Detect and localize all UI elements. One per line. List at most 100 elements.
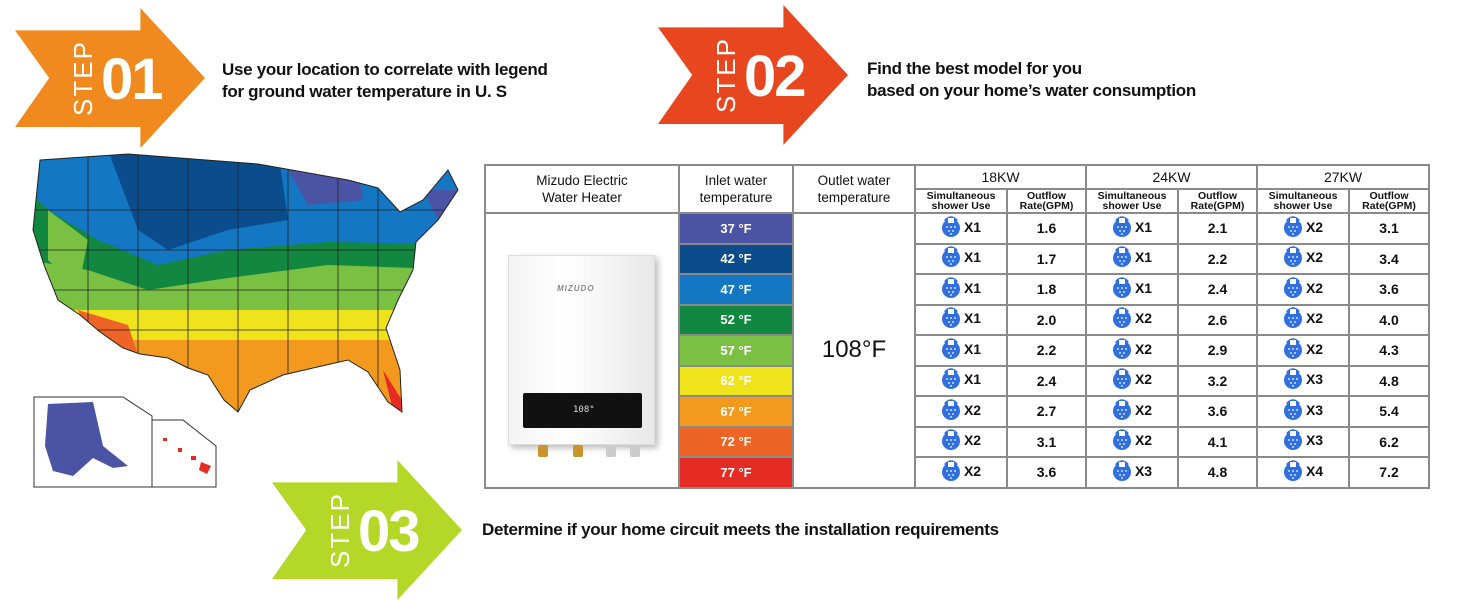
outflow-rate: 2.1 [1177,212,1258,245]
shower-head-icon [941,246,960,268]
shower-count-cell: X2 [1256,334,1350,367]
step-1-text: Use your location to correlate with lege… [222,59,548,103]
shower-head-icon [1112,338,1131,359]
inlet-temp: 47 °F [678,273,794,306]
outflow-rate: 4.8 [1177,456,1258,489]
shower-head-icon [941,429,960,451]
shower-head-icon [1112,216,1131,237]
subheader-rate: Outflow Rate(GPM) [1177,188,1258,214]
inlet-temp: 57 °F [678,334,794,367]
shower-count: X3 [1305,432,1324,449]
subheader-use: Simultaneous shower Use [1085,188,1179,214]
subheader-use: Simultaneous shower Use [1256,188,1350,214]
shower-head-icon [941,307,960,329]
table-row: 57 °F X1 2.2 X2 2.9 X2 4.3 [485,334,1430,367]
outflow-rate: 2.2 [1177,242,1258,275]
shower-count-cell: X1 [914,242,1008,275]
shower-count-cell: X2 [914,456,1008,489]
shower-head-icon [1283,399,1302,420]
shower-count-cell: X1 [914,334,1008,367]
outflow-rate: 6.2 [1348,425,1430,458]
shower-count-cell: X1 [914,364,1008,397]
inlet-temp: 77 °F [678,456,794,489]
outflow-rate: 3.6 [1177,395,1258,428]
shower-count: X3 [1134,462,1153,479]
shower-head-icon [941,460,960,481]
shower-count: X2 [1134,432,1153,449]
shower-head-icon [1283,368,1302,390]
shower-head-icon [1112,399,1131,420]
shower-count: X1 [963,279,982,296]
table-row: 67 °F X2 2.7 X2 3.6 X3 5.4 [485,395,1430,428]
shower-count-cell: X1 [1085,212,1179,245]
step-1-line-2: for ground water temperature in U. S [222,82,507,101]
outflow-rate: 2.0 [1006,303,1087,336]
step-2-arrow: STEP 02 [658,5,848,145]
shower-head-icon [1112,246,1131,268]
table-row: 77 °F X2 3.6 X3 4.8 X4 7.2 [485,456,1430,489]
model-selection-table: Mizudo Electric Water Heater Inlet water… [484,164,1430,489]
shower-head-icon [1283,338,1302,359]
table-row: 62 °F X1 2.4 X2 3.2 X3 4.8 [485,364,1430,397]
shower-head-icon [1283,307,1302,329]
shower-count-cell: X1 [914,303,1008,336]
shower-head-icon [941,277,960,298]
outflow-rate: 3.1 [1348,212,1430,245]
shower-head-icon [1112,429,1131,451]
shower-count: X1 [1134,279,1153,296]
step-number: 01 [101,47,163,112]
shower-head-icon [1283,460,1302,481]
header-outlet: Outlet water temperature [792,164,916,214]
outflow-rate: 2.2 [1006,334,1087,367]
shower-count: X4 [1305,462,1324,479]
step-2-line-1: Find the best model for you [867,59,1082,78]
shower-count-cell: X2 [1085,334,1179,367]
outflow-rate: 3.4 [1348,242,1430,275]
shower-count: X2 [1134,371,1153,388]
shower-count: X3 [1305,371,1324,388]
outflow-rate: 4.8 [1348,364,1430,397]
shower-head-icon [1112,307,1131,329]
shower-count: X2 [1134,310,1153,327]
shower-count: X1 [1134,249,1153,266]
step-3-line-1: Determine if your home circuit meets the… [482,520,999,539]
subheader-use: Simultaneous shower Use [914,188,1008,214]
inlet-temp: 37 °F [678,212,794,245]
step-2-text: Find the best model for you based on you… [867,58,1196,102]
outlet-temp: 108°F [792,212,916,489]
shower-count: X2 [1305,310,1324,327]
heater-cell [484,212,680,489]
outflow-rate: 2.7 [1006,395,1087,428]
shower-count-cell: X2 [1256,242,1350,275]
shower-count-cell: X2 [1085,364,1179,397]
shower-count: X1 [963,310,982,327]
shower-head-icon [941,368,960,390]
inlet-temp: 67 °F [678,395,794,428]
shower-count: X2 [1305,249,1324,266]
shower-count-cell: X4 [1256,456,1350,489]
shower-head-icon [1112,368,1131,390]
shower-count-cell: X2 [1085,395,1179,428]
shower-count: X2 [1134,340,1153,357]
shower-count: X1 [963,218,982,235]
shower-count: X2 [963,462,982,479]
outflow-rate: 1.6 [1006,212,1087,245]
subheader-rate: Outflow Rate(GPM) [1348,188,1430,214]
shower-count-cell: X1 [914,212,1008,245]
outflow-rate: 2.4 [1006,364,1087,397]
step-3-arrow: STEP 03 [272,460,462,600]
us-groundwater-map [32,153,459,414]
shower-count: X2 [1134,401,1153,418]
outflow-rate: 3.1 [1006,425,1087,458]
header-heater: Mizudo Electric Water Heater [484,164,680,214]
shower-head-icon [941,338,960,359]
shower-count-cell: X2 [914,425,1008,458]
outflow-rate: 4.0 [1348,303,1430,336]
shower-head-icon [941,399,960,420]
shower-count-cell: X2 [1256,212,1350,245]
outflow-rate: 7.2 [1348,456,1430,489]
outflow-rate: 1.7 [1006,242,1087,275]
shower-count-cell: X2 [914,395,1008,428]
shower-count: X2 [1305,279,1324,296]
header-24kw: 24KW [1085,164,1258,190]
